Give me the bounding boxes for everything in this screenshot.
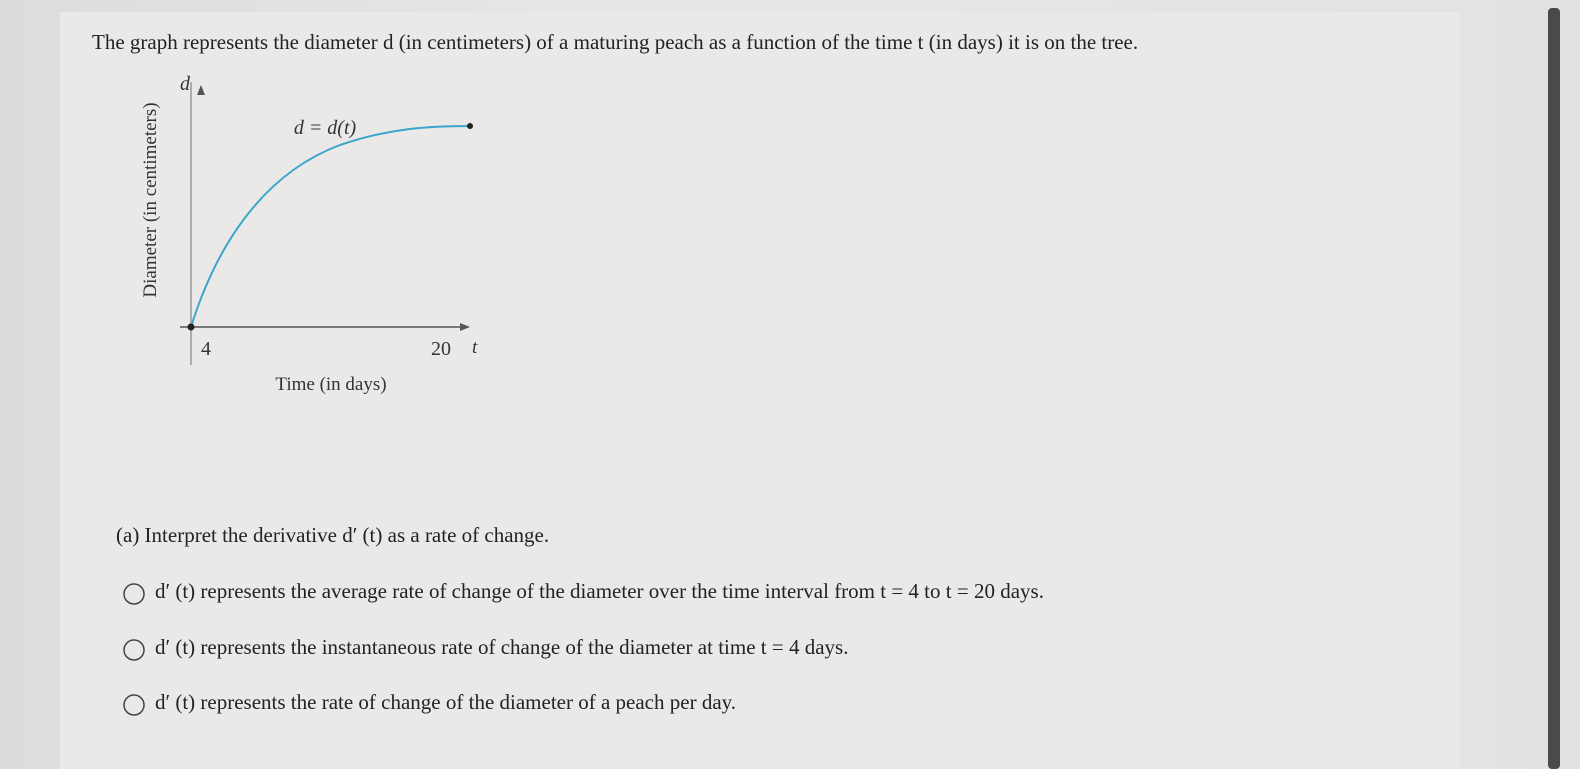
part-a-prompt: (a) Interpret the derivative d′ (t) as a… (116, 523, 550, 547)
x-tick-label: 4 (201, 338, 211, 360)
question-panel (60, 12, 1460, 769)
x-axis-letter: t (472, 337, 478, 358)
curve-label: d = d(t) (294, 117, 357, 139)
option-text[interactable]: d′ (t) represents the average rate of ch… (155, 579, 1044, 603)
option-text[interactable]: d′ (t) represents the rate of change of … (155, 690, 737, 714)
y-axis-letter: d (180, 73, 191, 95)
end-point (467, 123, 473, 129)
y-axis-label: Diameter (in centimeters) (140, 102, 161, 297)
x-arrow (460, 323, 470, 331)
x-tick-label: 20 (431, 338, 451, 360)
radio-button[interactable] (123, 639, 145, 661)
x-axis-label: Time (in days) (275, 374, 386, 395)
scrollbar (1548, 8, 1560, 769)
question-text: The graph represents the diameter d (in … (92, 30, 1139, 54)
start-point (187, 323, 195, 331)
curve (190, 125, 471, 328)
radio-button[interactable] (123, 694, 145, 716)
radio-button[interactable] (123, 583, 145, 605)
option-text[interactable]: d′ (t) represents the instantaneous rate… (155, 635, 849, 659)
y-arrow (197, 85, 205, 95)
